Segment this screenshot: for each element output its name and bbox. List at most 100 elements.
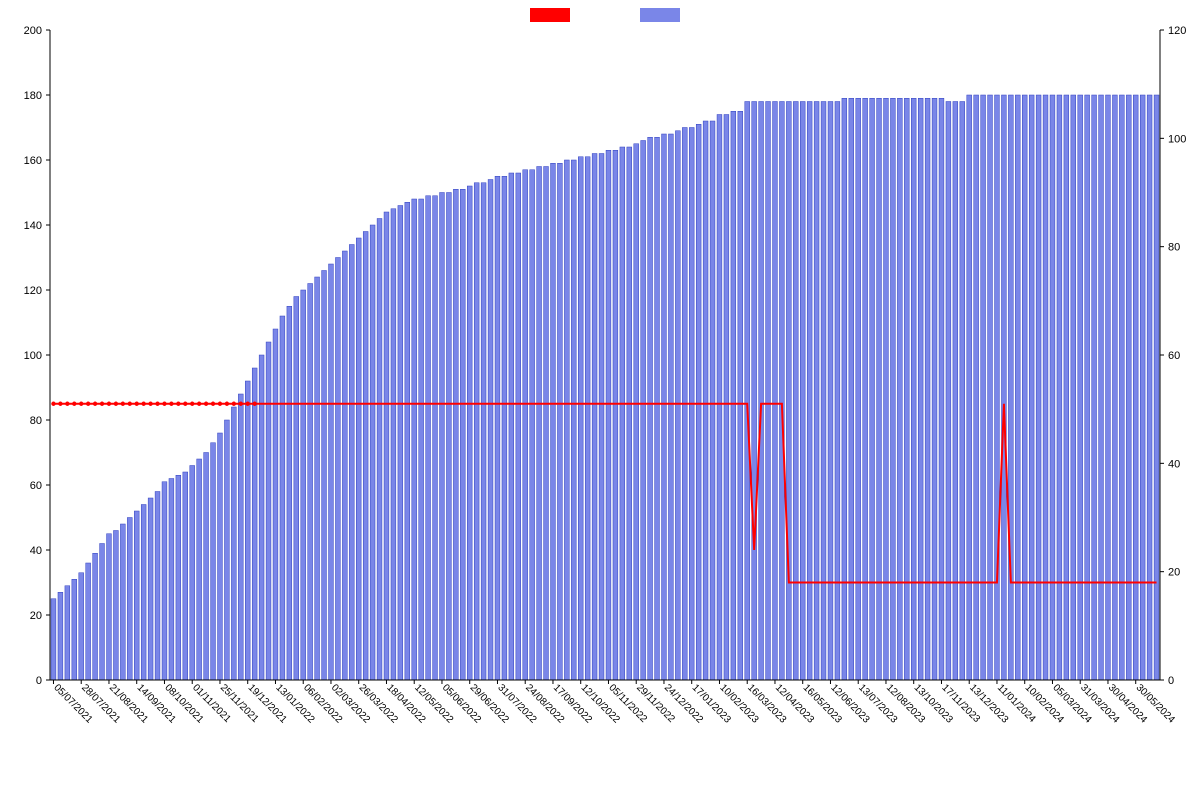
y-left-tick: 0 bbox=[36, 675, 42, 687]
bar bbox=[245, 381, 250, 680]
bar bbox=[932, 98, 937, 680]
bar bbox=[335, 258, 340, 681]
bar bbox=[301, 290, 306, 680]
line-marker bbox=[107, 402, 111, 406]
bar bbox=[662, 134, 667, 680]
line-marker bbox=[246, 402, 250, 406]
bar bbox=[571, 160, 576, 680]
bar bbox=[537, 167, 542, 681]
bar bbox=[1147, 95, 1152, 680]
bar bbox=[870, 98, 875, 680]
line-marker bbox=[225, 402, 229, 406]
bar bbox=[495, 176, 500, 680]
bar bbox=[329, 264, 334, 680]
bar bbox=[974, 95, 979, 680]
bar bbox=[800, 102, 805, 681]
line-marker bbox=[86, 402, 90, 406]
bar bbox=[1064, 95, 1069, 680]
bar bbox=[655, 137, 660, 680]
line-marker bbox=[176, 402, 180, 406]
bar bbox=[107, 534, 112, 680]
bar bbox=[1015, 95, 1020, 680]
bar bbox=[1106, 95, 1111, 680]
bar bbox=[703, 121, 708, 680]
bar bbox=[280, 316, 285, 680]
bar bbox=[342, 251, 347, 680]
bar bbox=[814, 102, 819, 681]
bar bbox=[856, 98, 861, 680]
bar bbox=[918, 98, 923, 680]
y-right-tick: 60 bbox=[1168, 350, 1180, 362]
y-left-tick: 160 bbox=[24, 155, 42, 167]
bar bbox=[273, 329, 278, 680]
bar bbox=[1092, 95, 1097, 680]
bar bbox=[1119, 95, 1124, 680]
bar bbox=[738, 111, 743, 680]
bar bbox=[100, 544, 105, 681]
bar bbox=[79, 573, 84, 680]
bar bbox=[773, 102, 778, 681]
bar bbox=[1078, 95, 1083, 680]
bar bbox=[960, 102, 965, 681]
bar bbox=[197, 459, 202, 680]
line-marker bbox=[135, 402, 139, 406]
y-left-tick: 20 bbox=[30, 610, 42, 622]
bar bbox=[1126, 95, 1131, 680]
bar bbox=[911, 98, 916, 680]
bar bbox=[127, 518, 132, 681]
bar bbox=[502, 176, 507, 680]
bar bbox=[134, 511, 139, 680]
bar bbox=[752, 102, 757, 681]
bar bbox=[710, 121, 715, 680]
bar bbox=[641, 141, 646, 681]
bar bbox=[793, 102, 798, 681]
y-left-tick: 60 bbox=[30, 480, 42, 492]
bar bbox=[1050, 95, 1055, 680]
bar bbox=[946, 102, 951, 681]
bar bbox=[828, 102, 833, 681]
bar bbox=[370, 225, 375, 680]
bar bbox=[120, 524, 125, 680]
bar bbox=[731, 111, 736, 680]
y-right-tick: 100 bbox=[1168, 133, 1186, 145]
line-marker bbox=[128, 402, 132, 406]
bar bbox=[557, 163, 562, 680]
bar bbox=[1043, 95, 1048, 680]
bar bbox=[356, 238, 361, 680]
bar bbox=[904, 98, 909, 680]
y-left-tick: 80 bbox=[30, 415, 42, 427]
bar bbox=[1001, 95, 1006, 680]
bar bbox=[745, 102, 750, 681]
bar bbox=[509, 173, 514, 680]
bar bbox=[925, 98, 930, 680]
y-left-tick: 200 bbox=[24, 25, 42, 37]
bar bbox=[551, 163, 556, 680]
line-marker bbox=[72, 402, 76, 406]
bar bbox=[620, 147, 625, 680]
bar bbox=[162, 482, 167, 680]
line-marker bbox=[148, 402, 152, 406]
bar bbox=[1036, 95, 1041, 680]
line-marker bbox=[58, 402, 62, 406]
bar bbox=[863, 98, 868, 680]
bar bbox=[183, 472, 188, 680]
y-left-tick: 100 bbox=[24, 350, 42, 362]
bar bbox=[877, 98, 882, 680]
bar bbox=[1008, 95, 1013, 680]
bar bbox=[141, 505, 146, 681]
bar bbox=[148, 498, 153, 680]
line-marker bbox=[65, 402, 69, 406]
bar bbox=[759, 102, 764, 681]
bar bbox=[1029, 95, 1034, 680]
bar bbox=[294, 297, 299, 681]
bar bbox=[995, 95, 1000, 680]
bar bbox=[988, 95, 993, 680]
bar bbox=[849, 98, 854, 680]
y-right-tick: 120 bbox=[1168, 25, 1186, 37]
bar bbox=[530, 170, 535, 680]
y-right-tick: 0 bbox=[1168, 675, 1174, 687]
bar bbox=[58, 592, 63, 680]
bar bbox=[481, 183, 486, 680]
bar bbox=[169, 479, 174, 681]
bar bbox=[252, 368, 257, 680]
